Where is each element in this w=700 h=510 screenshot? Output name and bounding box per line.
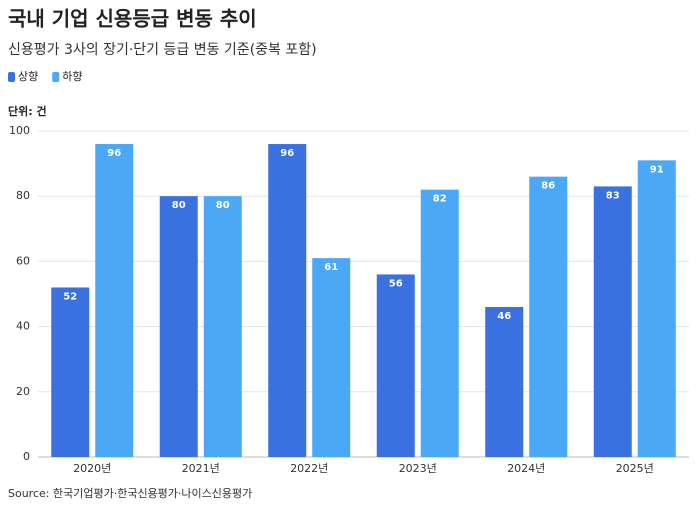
source: Source: 한국기업평가·한국신용평가·나이스신용평가 — [8, 487, 252, 500]
value-label: 91 — [650, 164, 664, 175]
legend-swatch — [8, 72, 15, 82]
value-label: 80 — [216, 200, 230, 211]
unit-label: 단위: 건 — [8, 104, 47, 118]
value-label: 61 — [324, 262, 338, 273]
value-label: 96 — [280, 148, 294, 159]
bar — [312, 258, 351, 457]
chart-subtitle: 신용평가 3사의 장기·단기 등급 변동 기준(중복 포함) — [8, 42, 317, 58]
value-label: 86 — [541, 181, 555, 192]
x-tick-label: 2023년 — [399, 462, 437, 475]
bar — [268, 144, 307, 458]
value-label: 46 — [497, 311, 511, 322]
value-label: 96 — [107, 148, 121, 159]
legend-label: 상향 — [18, 70, 38, 83]
bar — [159, 196, 198, 457]
bar — [529, 176, 568, 457]
y-tick-label: 100 — [9, 124, 30, 137]
value-label: 82 — [433, 194, 447, 205]
bar — [376, 274, 415, 457]
y-tick-label: 60 — [16, 254, 30, 267]
bar — [485, 307, 524, 457]
x-tick-label: 2024년 — [507, 462, 545, 475]
value-label: 83 — [606, 190, 620, 201]
bar — [51, 287, 90, 457]
y-tick-label: 20 — [16, 385, 30, 398]
y-tick-label: 40 — [16, 320, 30, 333]
x-tick-label: 2025년 — [616, 462, 654, 475]
value-label: 52 — [63, 291, 77, 302]
value-label: 56 — [389, 278, 403, 289]
bar — [420, 189, 459, 457]
value-label: 80 — [172, 200, 186, 211]
bar — [203, 196, 242, 457]
x-tick-label: 2022년 — [290, 462, 328, 475]
x-tick-label: 2020년 — [73, 462, 111, 475]
chart-title: 국내 기업 신용등급 변동 추이 — [8, 7, 257, 31]
bar — [95, 144, 134, 458]
bar — [593, 186, 632, 458]
legend-swatch — [52, 72, 60, 82]
y-tick-label: 0 — [23, 450, 30, 463]
x-tick-label: 2021년 — [182, 462, 220, 475]
legend-label: 하향 — [62, 69, 82, 83]
bar — [637, 160, 676, 457]
y-tick-label: 80 — [16, 189, 30, 202]
